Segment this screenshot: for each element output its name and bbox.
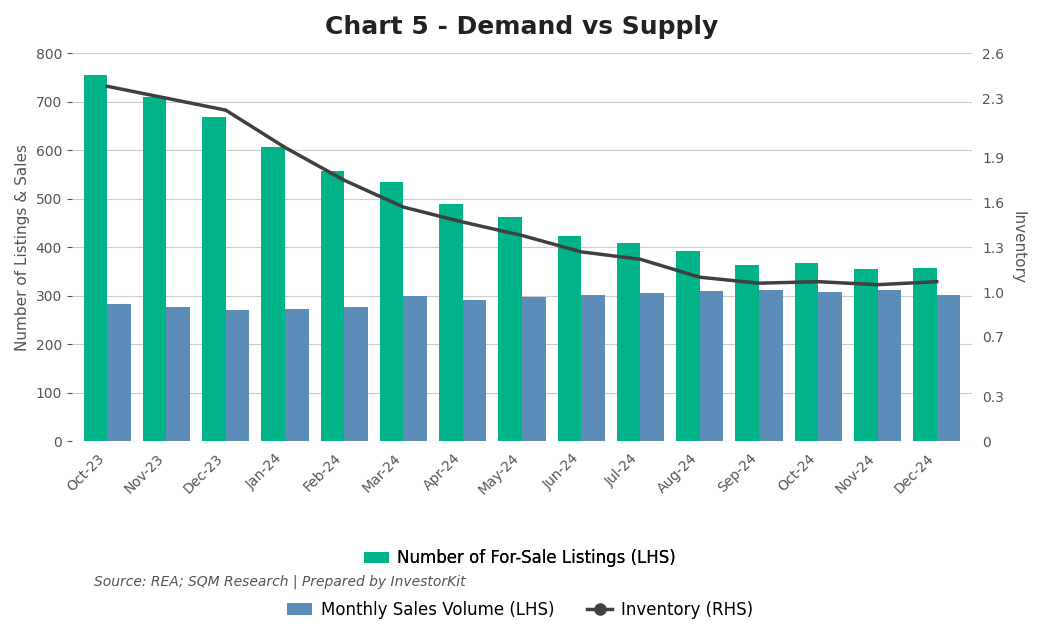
Bar — [854, 269, 878, 442]
Bar — [107, 304, 131, 442]
Bar — [557, 236, 581, 442]
Legend: Number of For-Sale Listings (LHS): Number of For-Sale Listings (LHS) — [358, 543, 682, 574]
Inventory (RHS) — [338, 177, 350, 184]
Inventory (RHS) — [279, 143, 291, 151]
Bar — [937, 295, 961, 442]
Inventory (RHS) — [812, 278, 825, 285]
Inventory (RHS) — [397, 204, 410, 211]
Bar — [226, 310, 250, 442]
Bar — [142, 97, 166, 442]
Bar — [641, 293, 665, 442]
Bar — [581, 295, 605, 442]
Bar — [676, 252, 700, 442]
Title: Chart 5 - Demand vs Supply: Chart 5 - Demand vs Supply — [326, 15, 719, 39]
Inventory (RHS) — [575, 248, 588, 256]
Bar — [404, 296, 427, 442]
Bar — [735, 266, 759, 442]
Bar — [166, 307, 190, 442]
Bar — [913, 268, 937, 442]
Inventory (RHS) — [634, 255, 647, 263]
Inventory (RHS) — [219, 106, 232, 114]
Bar — [463, 300, 487, 442]
Bar — [202, 118, 226, 442]
Inventory (RHS) — [101, 83, 113, 90]
Y-axis label: Number of Listings & Sales: Number of Listings & Sales — [15, 144, 30, 351]
Legend: Monthly Sales Volume (LHS), Inventory (RHS): Monthly Sales Volume (LHS), Inventory (R… — [281, 594, 759, 625]
Bar — [759, 289, 783, 442]
Bar — [498, 217, 522, 442]
Inventory (RHS) — [694, 273, 706, 281]
Inventory (RHS) — [872, 281, 884, 289]
Inventory (RHS) — [160, 94, 173, 102]
Bar — [285, 309, 309, 442]
Bar — [617, 243, 641, 442]
Bar — [522, 297, 546, 442]
Text: Source: REA; SQM Research | Prepared by InvestorKit: Source: REA; SQM Research | Prepared by … — [94, 575, 465, 589]
Bar — [380, 182, 404, 442]
Inventory (RHS) — [753, 279, 765, 287]
Bar — [878, 289, 902, 442]
Bar — [439, 204, 463, 442]
Bar — [83, 76, 107, 442]
Inventory (RHS) — [457, 218, 469, 226]
Bar — [818, 292, 842, 442]
Y-axis label: Inventory: Inventory — [1010, 211, 1025, 284]
Bar — [795, 263, 818, 442]
Line: Inventory (RHS): Inventory (RHS) — [107, 86, 937, 285]
Inventory (RHS) — [516, 232, 528, 239]
Bar — [700, 291, 724, 442]
Inventory (RHS) — [931, 278, 943, 285]
Bar — [320, 171, 344, 442]
Bar — [344, 307, 368, 442]
Bar — [261, 147, 285, 442]
